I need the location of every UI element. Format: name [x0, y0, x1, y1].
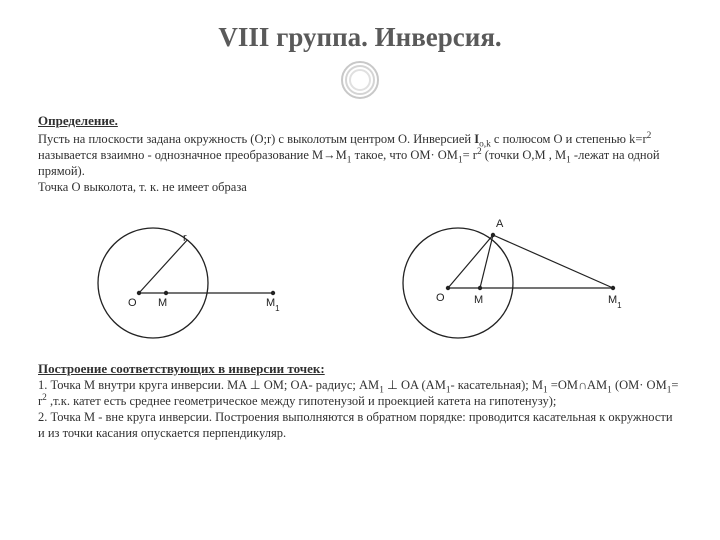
- title-ornament: [341, 61, 379, 99]
- def-fragment: такое, что OM· OM: [351, 148, 457, 162]
- c-fragment: - касательная); M: [451, 378, 543, 392]
- c-fragment: =OM∩AM: [548, 378, 608, 392]
- svg-text:r: r: [183, 232, 187, 244]
- c-fragment: 1. Точка M внутри круга инверсии. MA ⊥ O…: [38, 378, 379, 392]
- definition-heading: Определение.: [38, 113, 682, 129]
- def-fragment: называется взаимно - однозначное преобра…: [38, 148, 347, 162]
- svg-text:M1: M1: [266, 297, 280, 313]
- def-sup: 2: [647, 131, 652, 141]
- def-fragment: Пусть на плоскости задана окружность (O;…: [38, 132, 474, 146]
- slide-page: VIII группа. Инверсия. Определение. Пуст…: [0, 0, 720, 540]
- definition-text: Пусть на плоскости задана окружность (O;…: [38, 131, 682, 195]
- svg-text:O: O: [128, 297, 137, 309]
- c-fragment: ⊥ OA (AM: [384, 378, 446, 392]
- geometry-svg: O Mr M1 O M A M1: [38, 203, 678, 353]
- def-fragment: Точка O выколота, т. к. не имеет образа: [38, 180, 247, 194]
- figures-area: O Mr M1 O M A M1: [38, 203, 682, 353]
- construction-heading: Построение соответствующих в инверсии то…: [38, 361, 682, 377]
- c-fragment: (OM· OM: [612, 378, 667, 392]
- svg-text:M: M: [158, 297, 167, 309]
- svg-text:M: M: [474, 294, 483, 306]
- def-fragment: (точки O,M , M: [482, 148, 566, 162]
- svg-text:M1: M1: [608, 294, 622, 310]
- svg-text:O: O: [436, 292, 445, 304]
- c-fragment: ,т.к. катет есть среднее геометрическое …: [47, 394, 557, 408]
- def-fragment: с полюсом O и степенью k=r: [491, 132, 647, 146]
- c-fragment: 2. Точка M - вне круга инверсии. Построе…: [38, 410, 673, 440]
- construction-text: 1. Точка M внутри круга инверсии. MA ⊥ O…: [38, 377, 682, 441]
- svg-text:A: A: [496, 218, 504, 230]
- page-title: VIII группа. Инверсия.: [38, 22, 682, 53]
- def-fragment: = r: [463, 148, 477, 162]
